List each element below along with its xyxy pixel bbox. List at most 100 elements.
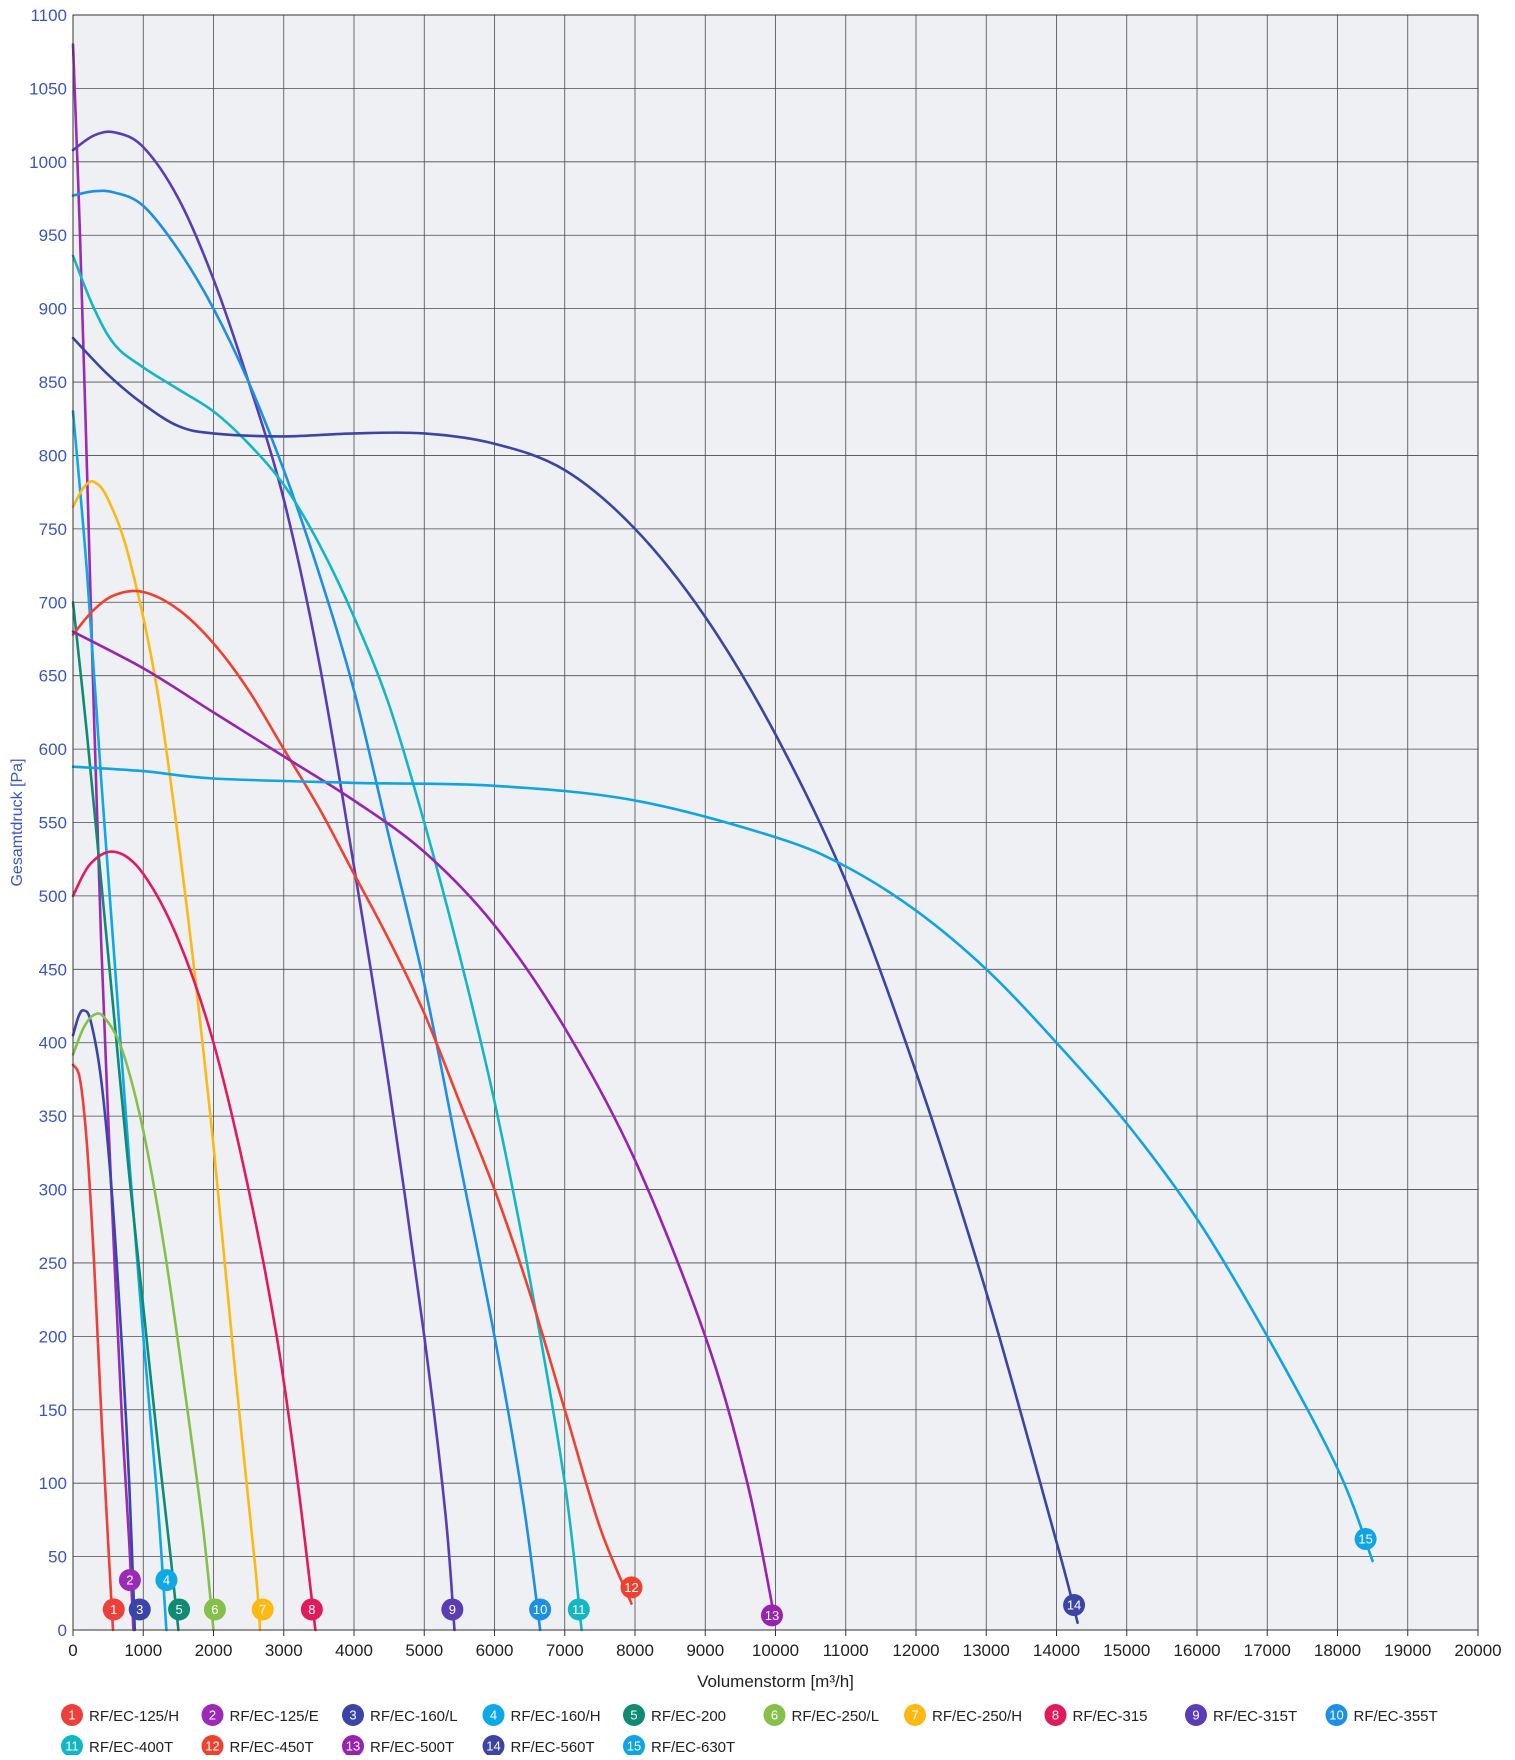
x-tick-label: 7000	[546, 1641, 584, 1660]
legend-label: RF/EC-250/H	[932, 1708, 1022, 1725]
legend-item: 4 RF/EC-160/H	[482, 1704, 601, 1726]
x-tick-label: 6000	[476, 1641, 514, 1660]
legend-item: 5 RF/EC-200	[623, 1704, 726, 1726]
x-tick-label: 17000	[1244, 1641, 1291, 1660]
marker-label: 8	[308, 1602, 315, 1617]
legend-marker	[904, 1704, 926, 1726]
y-tick-label: 650	[39, 667, 67, 686]
marker-circle	[128, 1598, 151, 1621]
legend-label: RF/EC-315	[1073, 1708, 1148, 1725]
y-tick-label: 750	[39, 520, 67, 539]
x-tick-label: 5000	[405, 1641, 443, 1660]
series-marker-6: 6	[203, 1598, 226, 1621]
series-line-14	[71, 336, 1079, 1624]
legend-item: 10 RF/EC-355T	[1325, 1704, 1438, 1726]
legend-marker	[763, 1704, 786, 1726]
y-tick-label: 400	[39, 1034, 67, 1053]
legend-label: RF/EC-160/H	[511, 1708, 601, 1725]
marker-label: 14	[1067, 1598, 1081, 1613]
legend-marker-label: 9	[1192, 1708, 1199, 1723]
series-marker-11: 11	[567, 1598, 590, 1621]
series-marker-14: 14	[1063, 1594, 1086, 1617]
series-line-8	[71, 850, 317, 1632]
marker-circle	[567, 1598, 590, 1621]
marker-label: 11	[572, 1602, 586, 1617]
y-tick-label: 1100	[30, 6, 67, 25]
series-marker-8: 8	[300, 1598, 323, 1621]
y-tick-label: 550	[39, 814, 67, 833]
y-tick-label: 0	[58, 1621, 67, 1640]
marker-label: 3	[136, 1602, 143, 1617]
legend-marker	[342, 1735, 364, 1757]
x-tick-label: 19000	[1384, 1641, 1431, 1660]
y-tick-label: 900	[39, 300, 67, 319]
x-tick-label: 4000	[335, 1641, 373, 1660]
y-tick-label: 1050	[29, 79, 67, 98]
x-tick-label: 10000	[752, 1641, 799, 1660]
marker-label: 15	[1358, 1531, 1372, 1546]
series-line-7	[71, 480, 262, 1632]
marker-circle	[168, 1598, 191, 1621]
legend-item: 15 RF/EC-630T	[623, 1735, 735, 1757]
legend-marker-label: 15	[627, 1739, 641, 1754]
legend-marker-label: 13	[346, 1739, 360, 1754]
legend-item: 11 RF/EC-400T	[61, 1735, 173, 1757]
x-axis-title: Volumenstorm [m³/h]	[697, 1672, 854, 1691]
legend-marker-label: 7	[911, 1708, 918, 1723]
legend-marker-label: 2	[209, 1708, 216, 1723]
marker-circle	[203, 1598, 226, 1621]
series-marker-10: 10	[529, 1598, 552, 1621]
y-tick-label: 200	[39, 1327, 67, 1346]
marker-circle	[1063, 1594, 1086, 1617]
legend-label: RF/EC-125/E	[230, 1708, 319, 1725]
legend-marker-label: 1	[68, 1708, 75, 1723]
legend-label: RF/EC-355T	[1354, 1708, 1438, 1725]
series-line-1	[71, 1063, 115, 1632]
marker-circle	[118, 1569, 141, 1592]
marker-circle	[1354, 1527, 1377, 1550]
legend-marker	[61, 1735, 83, 1757]
legend-label: RF/EC-630T	[651, 1739, 735, 1755]
marker-label: 5	[175, 1602, 182, 1617]
series-line-10	[71, 189, 542, 1632]
legend-item: 3 RF/EC-160/L	[342, 1704, 458, 1726]
legend-label: RF/EC-450T	[230, 1739, 314, 1755]
series-line-9	[71, 130, 456, 1632]
marker-label: 2	[126, 1573, 133, 1588]
series-line-13	[71, 630, 777, 1624]
legend-label: RF/EC-250/L	[792, 1708, 880, 1725]
series-line-6	[71, 1012, 215, 1632]
marker-label: 9	[449, 1602, 456, 1617]
x-tick-label: 8000	[616, 1641, 654, 1660]
series-marker-9: 9	[441, 1598, 464, 1621]
marker-label: 7	[259, 1602, 266, 1617]
legend-marker-label: 8	[1052, 1708, 1059, 1723]
x-tick-label: 20000	[1454, 1641, 1501, 1660]
legend-item: 9 RF/EC-315T	[1185, 1704, 1297, 1726]
x-tick-label: 9000	[686, 1641, 724, 1660]
x-tick-label: 15000	[1103, 1641, 1150, 1660]
marker-circle	[251, 1598, 274, 1621]
legend-item: 12 RF/EC-450T	[201, 1735, 314, 1757]
legend-item: 14 RF/EC-560T	[482, 1735, 595, 1757]
legend: 1 RF/EC-125/H 2 RF/EC-125/E 3 RF/EC-160/L 4 RF/…	[61, 1704, 1438, 1757]
x-tick-label: 16000	[1173, 1641, 1220, 1660]
y-tick-label: 250	[39, 1254, 67, 1273]
legend-marker	[482, 1704, 505, 1726]
series-line-5	[71, 601, 180, 1632]
series-marker-4: 4	[155, 1569, 178, 1592]
series-line-3	[71, 1008, 137, 1632]
series-line-11	[71, 254, 583, 1632]
legend-marker	[342, 1704, 364, 1726]
y-tick-label: 300	[39, 1181, 67, 1200]
legend-marker-label: 10	[1329, 1708, 1343, 1723]
legend-marker	[1044, 1704, 1067, 1726]
marker-label: 4	[163, 1573, 170, 1588]
marker-circle	[441, 1598, 464, 1621]
y-tick-label: 850	[39, 373, 67, 392]
y-tick-label: 700	[39, 593, 67, 612]
x-tick-label: 1000	[124, 1641, 162, 1660]
legend-marker	[623, 1735, 645, 1757]
